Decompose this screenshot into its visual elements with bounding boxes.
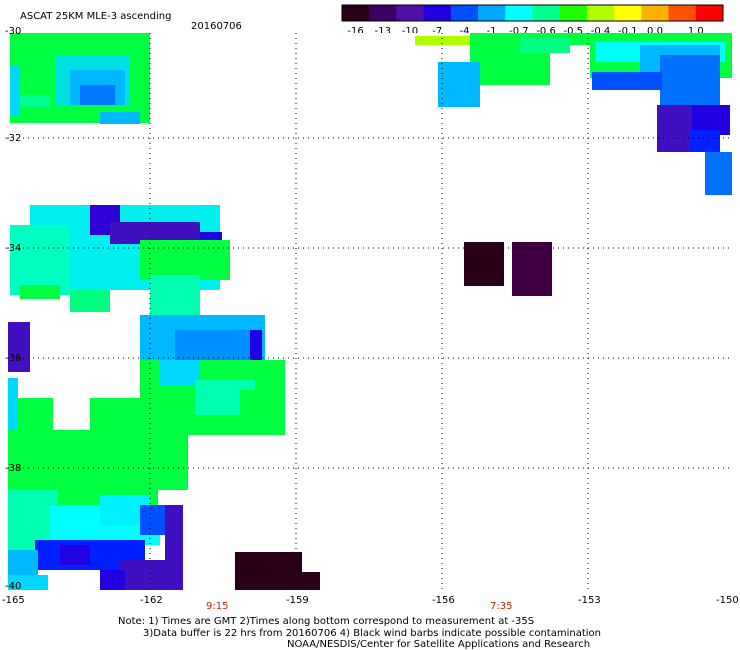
y-tick-label: -34 (5, 243, 21, 254)
legend-label: -0.7 (509, 26, 529, 37)
legend-label: -13 (375, 26, 391, 37)
map-title: ASCAT 25KM MLE-3 ascending (20, 11, 171, 22)
swath-top-right (415, 33, 732, 195)
y-tick-label: -38 (5, 463, 21, 474)
time-label-right: 7:35 (490, 601, 512, 612)
y-tick-label: -32 (5, 133, 21, 144)
legend-color-box (478, 5, 506, 21)
legend-label: -1 (487, 26, 497, 37)
color-legend: -16 -13 -10 -7 -4 -1 -0.7 -0.6 -0.5 -0.4 -0.1 0.0 1.… (341, 4, 724, 37)
y-tick-label: -36 (5, 353, 21, 364)
legend-color-box (668, 5, 697, 21)
x-tick-label: -162 (140, 595, 163, 606)
legend-color-box (423, 5, 452, 21)
legend-color-box (532, 5, 561, 21)
legend-color-box (641, 5, 670, 21)
wind-data-swaths (8, 33, 732, 590)
note-line-3: NOAA/NESDIS/Center for Satellite Applica… (287, 639, 590, 650)
legend-color-box (450, 5, 479, 21)
time-label-left: 9:15 (206, 601, 228, 612)
legend-frame (341, 4, 724, 22)
legend-color-box (559, 5, 588, 21)
legend-label: -7 (432, 26, 442, 37)
legend-color-box (396, 5, 425, 21)
legend-label: 1.0 (688, 26, 704, 37)
legend-label: -16 (347, 26, 363, 37)
legend-color-box (369, 5, 397, 21)
legend-label: -0.4 (591, 26, 611, 37)
legend-color-box (505, 5, 533, 21)
legend-label: -0.5 (564, 26, 584, 37)
x-tick-label: -156 (432, 595, 455, 606)
swath-bottom-left (8, 378, 320, 590)
legend-label: -4 (460, 26, 470, 37)
lat-lon-grid (8, 33, 732, 591)
legend-label: -0.6 (536, 26, 556, 37)
legend-color-box (342, 5, 370, 21)
y-tick-label: -30 (5, 26, 21, 37)
x-tick-label: -165 (2, 595, 25, 606)
legend-label: -10 (402, 26, 418, 37)
legend-color-box (614, 5, 642, 21)
map-date: 20160706 (191, 21, 242, 32)
legend-color-box (695, 5, 724, 21)
legend-color-box (586, 5, 615, 21)
note-line-1: Note: 1) Times are GMT 2)Times along bot… (118, 616, 534, 627)
x-tick-label: -159 (286, 595, 309, 606)
y-axis-labels: -30 -32 -34 -36 -38 -40 (5, 26, 21, 592)
swath-dark-blocks (464, 242, 552, 296)
swath-mid-left (10, 205, 230, 315)
x-tick-label: -150 (716, 595, 739, 606)
swath-top-left (10, 33, 150, 124)
x-tick-label: -153 (578, 595, 601, 606)
legend-label: -0.1 (618, 26, 638, 37)
x-axis-labels: -165 -162 -159 -156 -153 -150 (2, 595, 739, 606)
legend-label: 0.0 (647, 26, 663, 37)
note-line-2: 3)Data buffer is 22 hrs from 20160706 4)… (143, 628, 601, 639)
y-tick-label: -40 (5, 581, 21, 592)
swath-center (8, 315, 285, 435)
